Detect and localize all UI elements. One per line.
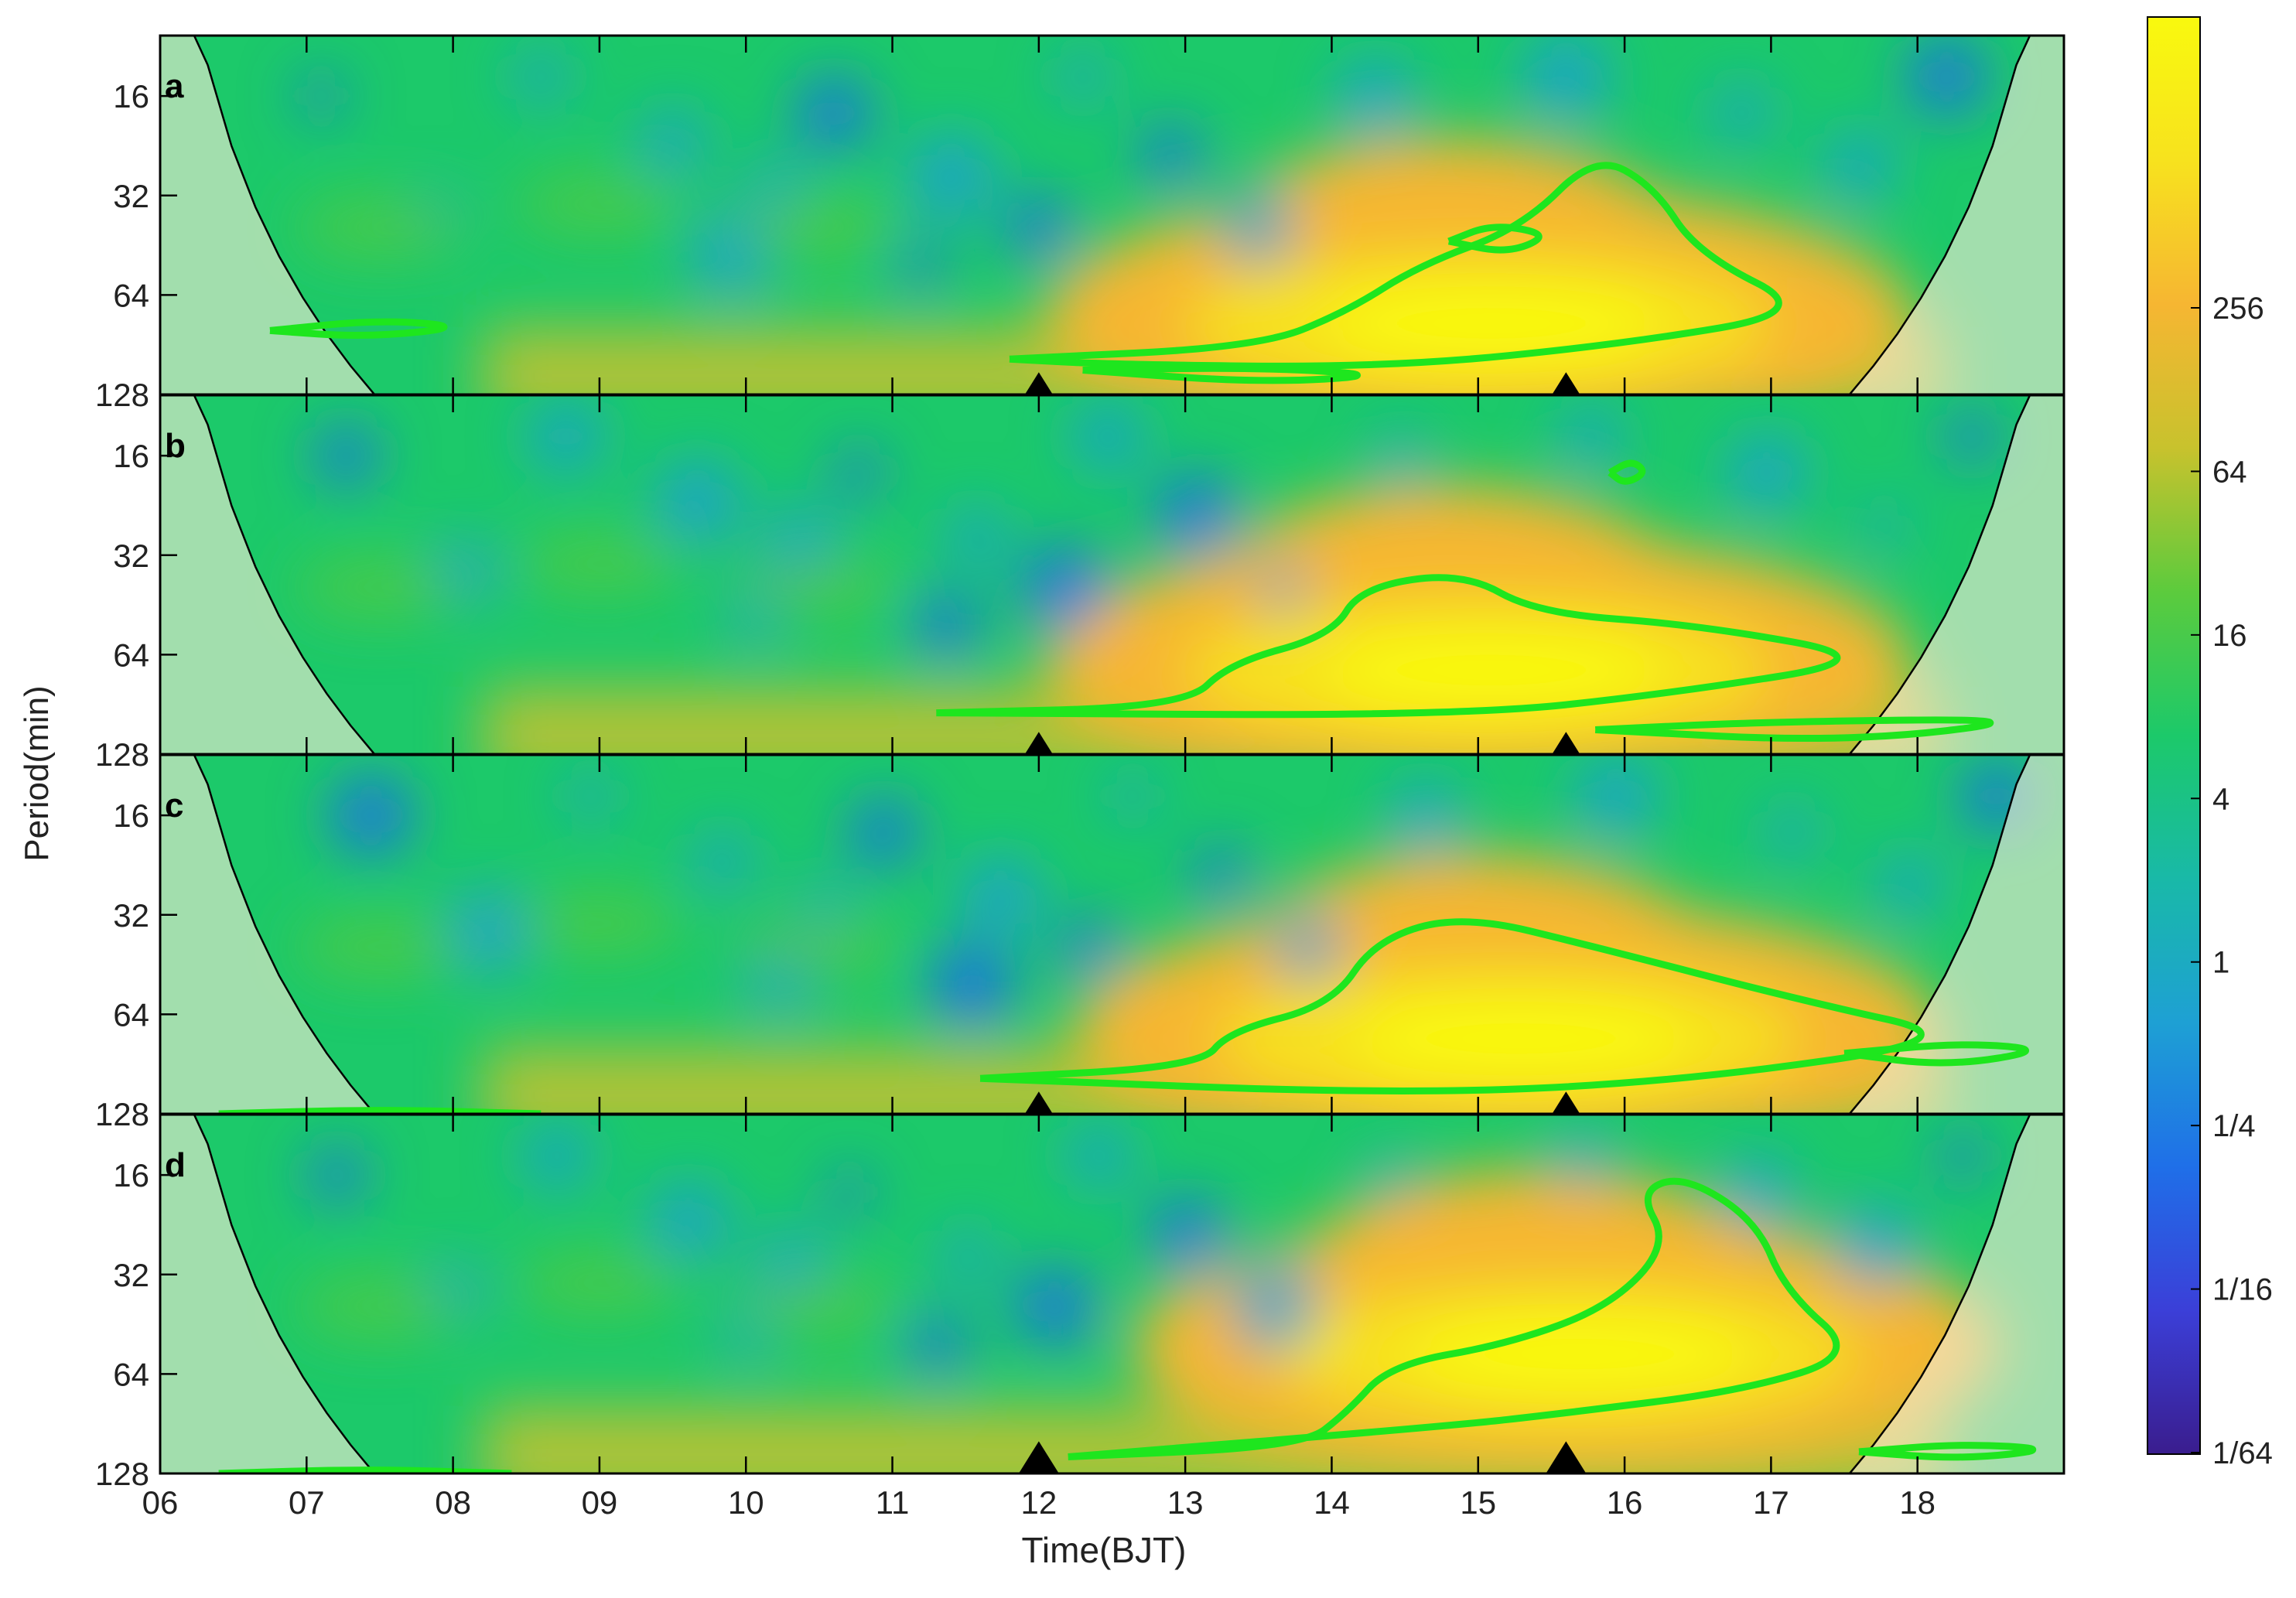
significance-contour-main <box>1009 162 1782 370</box>
power-field <box>160 395 2064 754</box>
panel-label: b <box>165 427 186 465</box>
colorbar-tick-label: 1/16 <box>2212 1273 2273 1307</box>
y-tick-label: 64 <box>113 1356 149 1392</box>
x-axis: 06 07 08 09 10 11 12 13 14 15 16 17 18 <box>142 1484 1936 1521</box>
y-tick-label: 128 <box>95 1456 149 1492</box>
panel-c: c 16 32 64 128 <box>95 753 2065 1132</box>
x-tick-label: 07 <box>289 1484 325 1521</box>
event-marker <box>1018 1441 1059 1473</box>
x-tick-label: 06 <box>142 1484 179 1521</box>
x-tick-label: 11 <box>876 1484 910 1521</box>
significance-contour-small-ring <box>1608 459 1646 485</box>
power-field <box>160 36 2064 394</box>
x-axis-label: Time(BJT) <box>1022 1530 1187 1570</box>
significance-contour-main <box>979 918 1925 1094</box>
y-tick-label: 64 <box>113 637 149 673</box>
x-tick-label: 12 <box>1020 1484 1057 1521</box>
x-tick-label: 17 <box>1753 1484 1789 1521</box>
colorbar-tick-label: 4 <box>2212 782 2229 816</box>
x-tick-label: 15 <box>1460 1484 1496 1521</box>
colorbar-tick-label: 16 <box>2212 619 2247 653</box>
x-tick-label: 09 <box>582 1484 618 1521</box>
y-tick-label: 32 <box>113 897 149 934</box>
y-tick-label: 32 <box>113 178 149 214</box>
x-tick-label: 18 <box>1899 1484 1936 1521</box>
power-field <box>160 1115 2064 1473</box>
y-tick-label: 16 <box>113 78 149 114</box>
panel-label: a <box>165 67 184 105</box>
colorbar: 1/64 1/16 1/4 1 4 16 64 256 <box>2147 16 2273 1470</box>
colorbar-tick-label: 1/64 <box>2212 1436 2273 1470</box>
y-tick-label: 128 <box>95 377 149 413</box>
power-field <box>160 755 2064 1114</box>
y-tick-label: 16 <box>113 1157 149 1193</box>
y-tick-label: 32 <box>113 1257 149 1293</box>
y-axis-label: Period(min) <box>18 685 56 861</box>
significance-contour-right-lower <box>1594 716 1994 743</box>
event-marker <box>1552 372 1580 394</box>
significance-contour-main <box>936 574 1841 719</box>
x-tick-label: 10 <box>728 1484 764 1521</box>
panel-label: d <box>165 1146 186 1184</box>
significance-contour-right-ellipse <box>1858 1442 2037 1461</box>
panel-d: d 16 32 64 128 <box>95 1113 2065 1492</box>
panel-b: b 16 32 64 128 <box>95 394 2065 773</box>
x-tick-label: 13 <box>1167 1484 1204 1521</box>
panel-a: a 16 32 64 128 <box>95 34 2065 413</box>
colorbar-gradient <box>2147 16 2201 1455</box>
event-marker <box>1546 1441 1587 1473</box>
y-tick-label: 32 <box>113 538 149 574</box>
panels: a 16 32 64 128 b 16 32 64 128 c 16 32 64 128 d 16 32 64 128 <box>95 34 2065 1492</box>
significance-contour-island <box>1447 224 1543 254</box>
significance-contour-bottom-ellipse <box>1082 364 1361 384</box>
significance-contour-main <box>1068 1177 1840 1460</box>
significance-contour-left-ellipse <box>269 318 448 340</box>
y-tick-label: 16 <box>113 797 149 834</box>
y-tick-label: 64 <box>113 277 149 313</box>
x-tick-label: 08 <box>435 1484 471 1521</box>
y-tick-label: 128 <box>95 736 149 773</box>
y-tick-label: 16 <box>113 438 149 474</box>
colorbar-tick-label: 1 <box>2212 946 2229 980</box>
y-tick-label: 64 <box>113 996 149 1033</box>
significance-contour-right-ellipse <box>1843 1041 2029 1067</box>
event-marker <box>1024 732 1053 754</box>
event-marker <box>1552 1091 1580 1114</box>
colorbar-tick-label: 256 <box>2212 292 2264 326</box>
x-tick-label: 16 <box>1607 1484 1643 1521</box>
event-marker <box>1024 1091 1053 1114</box>
event-marker <box>1024 372 1053 394</box>
colorbar-tick-label: 1/4 <box>2212 1109 2256 1143</box>
colorbar-tick-label: 64 <box>2212 455 2247 489</box>
x-tick-label: 14 <box>1314 1484 1350 1521</box>
y-tick-label: 128 <box>95 1096 149 1132</box>
event-marker <box>1552 732 1580 754</box>
panel-frame <box>159 1113 2065 1475</box>
panel-label: c <box>165 787 183 825</box>
